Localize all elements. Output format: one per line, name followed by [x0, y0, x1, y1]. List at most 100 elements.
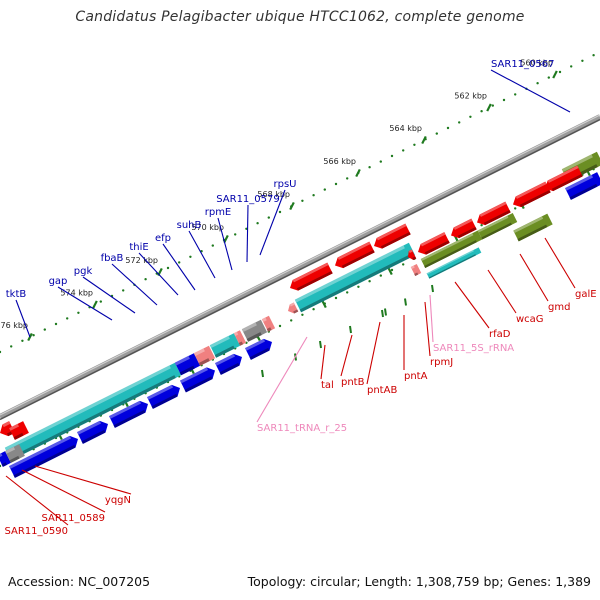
reverse-label-0: galE	[575, 289, 597, 300]
accession-text: Accession: NC_007205	[8, 574, 151, 589]
genome-backbone-highlight	[0, 114, 600, 416]
feature-tick-2	[404, 298, 407, 306]
forward-label-6-leader	[138, 252, 179, 296]
kbp-label-1: 562 kbp	[454, 92, 487, 101]
forward-label-3-leader	[217, 217, 233, 271]
forward-label-4-leader	[188, 230, 216, 279]
reverse-cds-ll-2	[9, 421, 29, 440]
kbp-tick-0	[552, 70, 558, 79]
reverse-small-cds	[408, 249, 417, 260]
reverse-label-1: gmd	[548, 302, 570, 313]
forward-label-3: rpmE	[205, 207, 232, 218]
reverse-label-5: rpmJ	[430, 357, 453, 368]
lower-tick-4	[321, 299, 327, 309]
forward-label-2: SAR11_0579	[216, 194, 280, 205]
forward-label-9: gap	[49, 276, 68, 287]
forward-cds-top	[565, 172, 600, 200]
kbp-tick-7	[92, 300, 98, 309]
forward-label-5-leader	[162, 243, 196, 291]
reverse-label-10-leader	[256, 336, 308, 423]
feature-tick-1	[381, 309, 384, 318]
genome-backbone-shadow	[0, 118, 600, 421]
reverse-cds-6	[513, 181, 551, 208]
forward-label-1: rpsU	[274, 179, 297, 190]
feature-tick-4	[349, 325, 352, 334]
feature-tick-7	[261, 369, 264, 378]
kbp-label-2: 564 kbp	[389, 124, 422, 133]
kbp-label-7: 574 kbp	[60, 289, 93, 298]
forward-label-7-leader	[111, 263, 158, 306]
reverse-label-0-leader	[544, 237, 576, 289]
forward-label-4: suhB	[177, 220, 202, 231]
kbp-tick-4	[289, 201, 295, 211]
reverse-label-7-leader	[366, 321, 381, 385]
forward-label-9-leader	[57, 286, 113, 321]
reverse-label-1-leader	[519, 253, 549, 302]
lower-label-1-leader	[21, 469, 106, 513]
rna-feature-2	[233, 330, 247, 346]
reverse-label-3-leader	[454, 281, 490, 329]
page-title: Candidatus Pelagibacter ubique HTCC1062,…	[75, 9, 525, 25]
reverse-cds-4	[451, 218, 477, 239]
forward-cds-3	[147, 384, 180, 409]
forward-label-7: fbaB	[101, 253, 124, 264]
forward-cds-0	[9, 435, 79, 478]
conserved-thin	[426, 247, 482, 279]
forward-label-10: tktB	[6, 289, 27, 300]
forward-label-10-leader	[15, 299, 31, 338]
lower-tick-5	[387, 266, 393, 276]
conserved-cds-block	[4, 362, 182, 461]
lower-label-0: yqgN	[105, 495, 131, 506]
reverse-cds-3	[418, 232, 450, 255]
kbp-label-4: 568 kbp	[257, 190, 290, 199]
forward-cds-ll	[0, 451, 11, 467]
reverse-label-8-leader	[340, 334, 353, 377]
reverse-conserved-block	[294, 242, 416, 313]
forward-cds-5	[215, 353, 242, 375]
forward-label-0-leader	[490, 69, 571, 113]
reverse-label-6: pntA	[404, 371, 428, 382]
reverse-label-2-leader	[487, 269, 517, 314]
rna-5s	[410, 264, 422, 276]
grey-feature-1	[241, 319, 268, 342]
reverse-label-2: wcaG	[516, 314, 544, 325]
reverse-label-5-leader	[424, 301, 431, 357]
olive-feature-mid2	[477, 213, 518, 240]
forward-label-1-leader	[259, 189, 286, 256]
forward-label-2-leader	[246, 204, 249, 263]
feature-tick-5	[319, 340, 322, 349]
forward-cds-1	[77, 420, 109, 444]
reverse-cds-1	[335, 241, 375, 269]
kbp-label-3: 566 kbp	[323, 157, 356, 166]
reverse-cds-5	[477, 201, 511, 226]
reverse-label-4-leader	[429, 294, 434, 343]
rna-trna	[288, 302, 299, 314]
lower-label-2: SAR11_0590	[5, 526, 69, 537]
kbp-tick-3	[355, 168, 361, 178]
reverse-label-9: tal	[321, 380, 334, 391]
rna-feature-3	[261, 315, 276, 332]
forward-cds-2	[109, 400, 148, 428]
forward-label-8: pgk	[74, 266, 93, 277]
kbp-tick-1	[486, 103, 492, 112]
kbp-tick-2	[421, 135, 427, 145]
forward-label-6: thiE	[129, 242, 148, 253]
lower-label-0-leader	[34, 465, 132, 495]
grey-feature-ll	[5, 444, 25, 463]
reverse-cds-0	[290, 262, 333, 291]
olive-feature-right	[513, 213, 553, 242]
reverse-label-9-leader	[320, 344, 326, 380]
kbp-label-8: 576 kbp	[0, 321, 28, 330]
forward-label-5: efp	[155, 233, 171, 244]
lower-label-1: SAR11_0589	[42, 513, 106, 524]
forward-small-cds	[174, 353, 201, 376]
genome-backbone	[0, 114, 600, 420]
lower-label-2-leader	[5, 475, 69, 526]
conserved-cds-2	[209, 333, 241, 358]
rna-feature-1	[193, 345, 216, 366]
reverse-cds-2	[374, 223, 411, 249]
reverse-label-8: pntB	[341, 377, 365, 388]
forward-cds-4	[180, 367, 216, 393]
forward-label-0: SAR11_0567	[491, 59, 555, 70]
